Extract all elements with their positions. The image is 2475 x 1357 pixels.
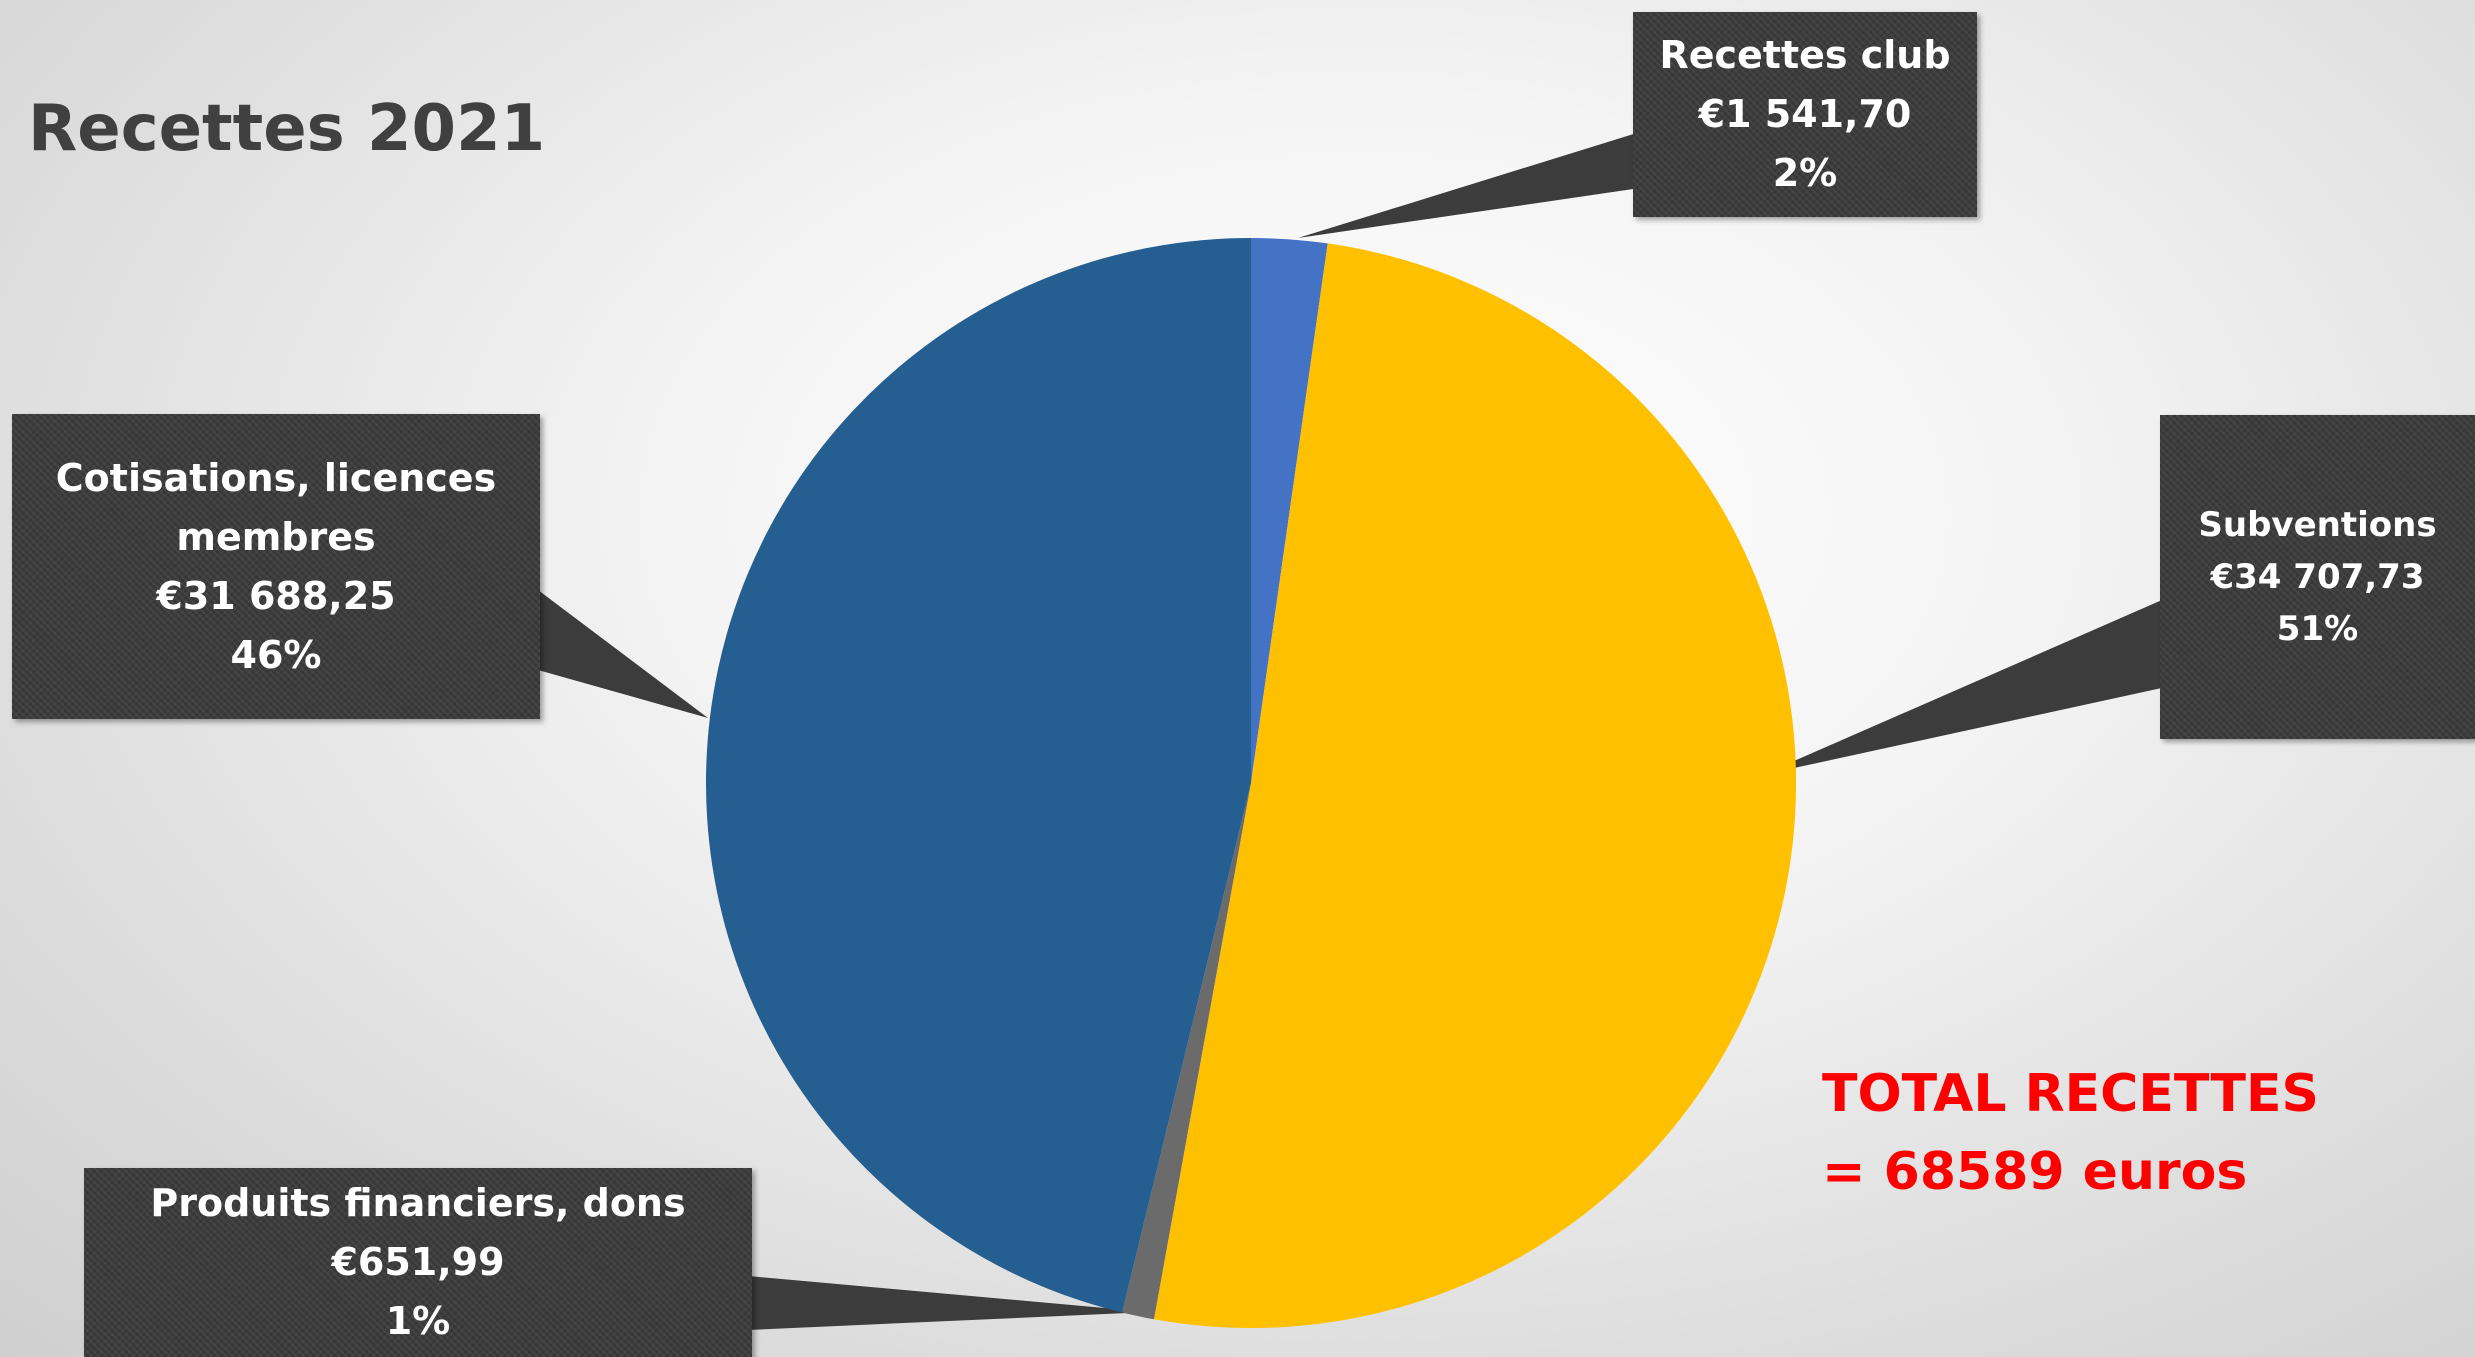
slice-label: Produits financiers, dons [150,1181,686,1225]
slice-value: €1 541,70 [1698,92,1912,136]
slice-percent: 2% [1772,151,1838,195]
callout-pointer-produits [748,1276,1150,1330]
slice-value: €651,99 [331,1240,505,1284]
pie-slice-subventions [1153,243,1797,1329]
slice-value: €31 688,25 [156,573,396,618]
callout-pointers [538,132,2162,1330]
data-label-subventions: Subventions €34 707,73 51% [2160,415,2475,739]
pie-slice-produits-financiers [1122,783,1251,1320]
callout-pointer-cotisations [538,590,708,718]
data-label-produits-financiers: Produits financiers, dons €651,99 1% [84,1168,752,1357]
data-label-cotisations: Cotisations, licences membres €31 688,25… [12,414,540,719]
pie-slices [705,238,1797,1329]
pie-slice-cotisations [705,238,1251,1313]
slice-percent: 1% [385,1299,451,1343]
total-line-1: TOTAL RECETTES [1822,1064,2319,1124]
slice-label: Cotisations, licences membres [55,455,497,559]
total-recettes-annotation: TOTAL RECETTES = 68589 euros [1822,1055,2319,1211]
callout-pointer-recettes-club [1298,132,1640,238]
slice-percent: 46% [230,632,322,677]
slice-label: Subventions [2198,505,2437,545]
slice-label: Recettes club [1659,33,1951,77]
pie-slice-recettes-club [1251,238,1328,783]
callout-pointer-subventions [1762,600,2162,775]
slice-percent: 51% [2276,609,2359,649]
slice-value: €34 707,73 [2210,557,2425,597]
chart-title: Recettes 2021 [28,92,546,166]
data-label-recettes-club: Recettes club €1 541,70 2% [1633,12,1977,217]
total-line-2: = 68589 euros [1822,1142,2248,1202]
